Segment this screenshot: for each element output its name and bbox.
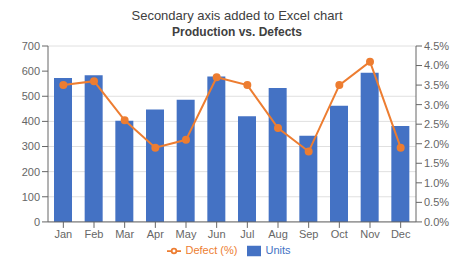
svg-text:2.0%: 2.0% (424, 138, 449, 150)
html-text:Defect (%): Defect (%) (185, 243, 238, 256)
svg-text:May: May (176, 228, 197, 240)
svg-text:300: 300 (22, 140, 40, 152)
svg-text:Jul: Jul (240, 228, 254, 240)
html-text:Units: Units (265, 243, 291, 256)
svg-text:400: 400 (22, 115, 40, 127)
svg-text:700: 700 (22, 40, 40, 52)
svg-text:Mar: Mar (115, 228, 134, 240)
svg-text:100: 100 (22, 191, 40, 203)
svg-text:Aug: Aug (268, 228, 288, 240)
svg-text:Jan: Jan (54, 228, 72, 240)
svg-text:1.5%: 1.5% (424, 157, 449, 169)
svg-text:Apr: Apr (147, 228, 164, 240)
svg-text:0.0%: 0.0% (424, 216, 449, 228)
svg-text:4.0%: 4.0% (424, 59, 449, 71)
svg-text:500: 500 (22, 90, 40, 102)
svg-text:200: 200 (22, 166, 40, 178)
svg-text:600: 600 (22, 65, 40, 77)
svg-text:1.0%: 1.0% (424, 177, 449, 189)
svg-text:Dec: Dec (391, 228, 411, 240)
svg-text:3.5%: 3.5% (424, 79, 449, 91)
svg-text:0: 0 (34, 216, 40, 228)
svg-text:3.0%: 3.0% (424, 99, 449, 111)
html-text:Production vs. Defects: Production vs. Defects (172, 25, 302, 39)
svg-text:Nov: Nov (360, 228, 380, 240)
svg-text:Jun: Jun (208, 228, 226, 240)
svg-text:4.5%: 4.5% (424, 40, 449, 52)
svg-text:Oct: Oct (331, 228, 348, 240)
svg-text:Sep: Sep (299, 228, 319, 240)
svg-text:0.5%: 0.5% (424, 196, 449, 208)
html-text:Secondary axis added to Excel: Secondary axis added to Excel chart (131, 8, 343, 23)
svg-text:2.5%: 2.5% (424, 118, 449, 130)
svg-text:Feb: Feb (85, 228, 104, 240)
